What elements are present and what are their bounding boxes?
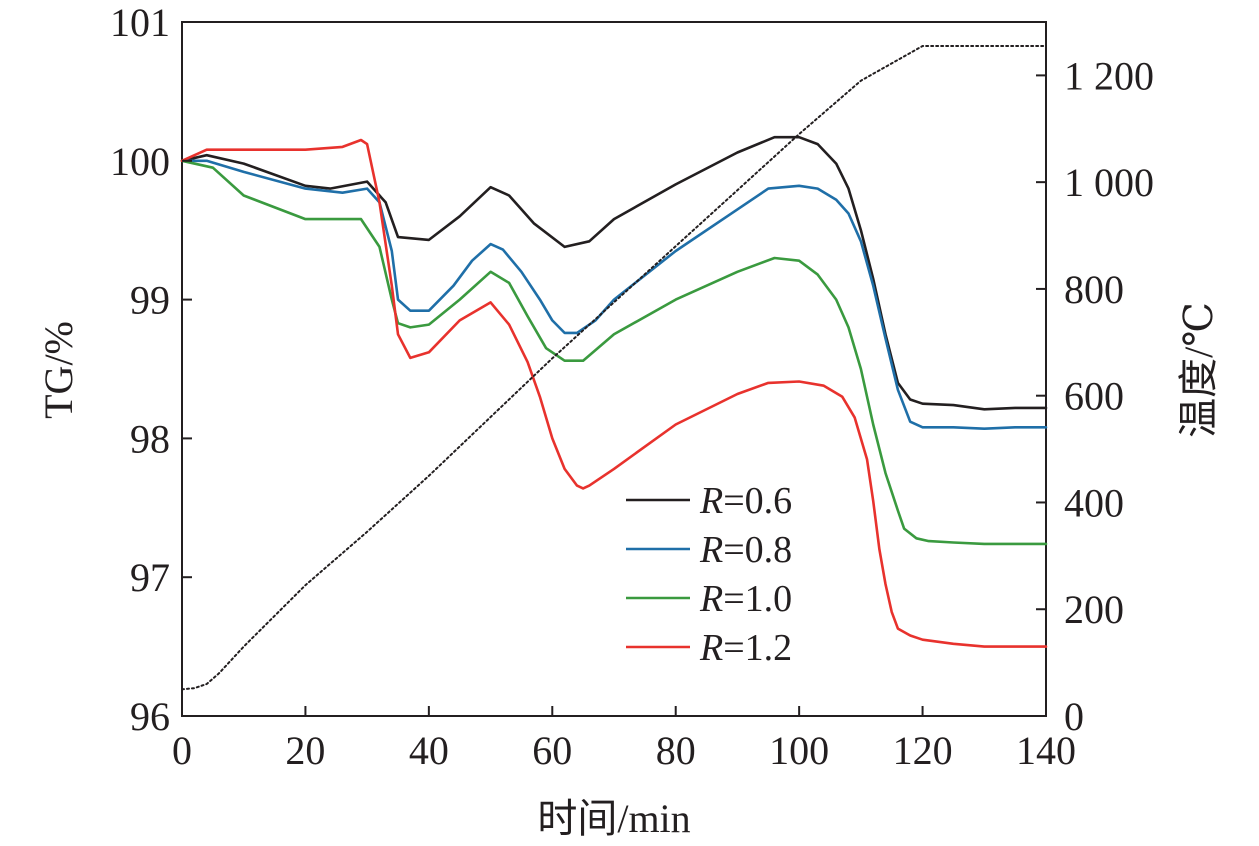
legend-label: R=0.6 xyxy=(699,480,792,522)
legend-label: R=1.0 xyxy=(699,578,792,620)
x-tick-label: 0 xyxy=(172,728,192,773)
legend-label-value: =1.0 xyxy=(723,578,792,620)
y2-tick-label: 1 200 xyxy=(1064,53,1154,98)
y-axis-ticks: 96 97 98 99 100 101 xyxy=(110,0,192,739)
x-tick-label: 120 xyxy=(893,728,953,773)
y-axis-title: TG/% xyxy=(36,321,81,419)
y2-tick-label: 600 xyxy=(1064,374,1124,419)
y2-axis-ticks: 0 200 400 600 800 1 000 1 200 xyxy=(1036,53,1154,739)
legend-label: R=1.2 xyxy=(699,627,792,669)
x-tick-label: 80 xyxy=(656,728,696,773)
y-tick-label: 100 xyxy=(110,139,170,184)
y2-tick-label: 0 xyxy=(1064,694,1084,739)
plot-frame xyxy=(181,21,1047,717)
legend-label: R=0.8 xyxy=(699,529,792,571)
y-tick-label: 99 xyxy=(130,278,170,323)
x-tick-label: 60 xyxy=(532,728,572,773)
x-axis-title: 时间/min xyxy=(537,796,690,841)
y2-tick-label: 1 000 xyxy=(1064,160,1154,205)
y-tick-label: 97 xyxy=(130,555,170,600)
series-layer xyxy=(180,45,1048,691)
y-tick-label: 101 xyxy=(110,0,170,45)
y-tick-label: 98 xyxy=(130,416,170,461)
legend-label-var: R xyxy=(699,529,723,571)
legend-label-var: R xyxy=(699,627,723,669)
y-tick-label: 96 xyxy=(130,694,170,739)
legend-label-value: =0.8 xyxy=(723,529,792,571)
series-line-0 xyxy=(180,135,1048,411)
series-line-2 xyxy=(180,159,1048,546)
series-line-3 xyxy=(180,138,1048,648)
y2-tick-label: 800 xyxy=(1064,267,1124,312)
plot-area xyxy=(181,21,1047,717)
y2-axis-title: 温度/℃ xyxy=(1176,302,1221,438)
x-axis-ticks: 0 20 40 60 80 100 120 140 xyxy=(172,706,1076,773)
temperature-line xyxy=(181,45,1047,691)
series-line-1 xyxy=(180,159,1048,431)
x-tick-label: 40 xyxy=(409,728,449,773)
legend-label-value: =0.6 xyxy=(723,480,792,522)
y2-tick-label: 400 xyxy=(1064,480,1124,525)
x-tick-label: 140 xyxy=(1016,728,1076,773)
legend-label-var: R xyxy=(699,578,723,620)
legend: R=0.6R=0.8R=1.0R=1.2 xyxy=(626,480,792,669)
y2-tick-label: 200 xyxy=(1064,587,1124,632)
legend-label-value: =1.2 xyxy=(723,627,792,669)
x-tick-label: 20 xyxy=(285,728,325,773)
x-tick-label: 100 xyxy=(769,728,829,773)
legend-label-var: R xyxy=(699,480,723,522)
